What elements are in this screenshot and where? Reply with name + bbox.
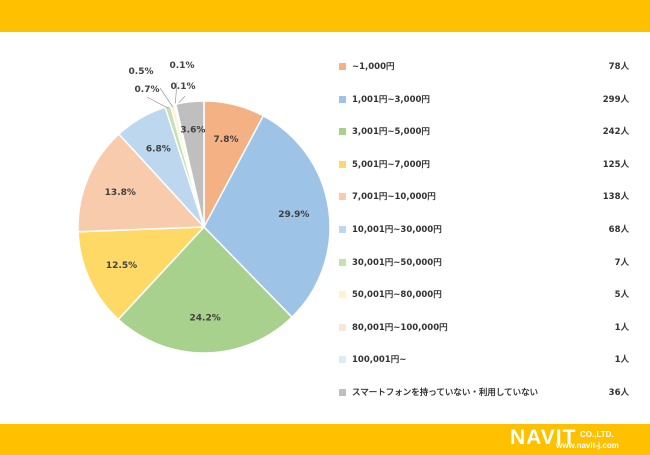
bottom-band [0, 424, 650, 455]
legend-count: 299人 [602, 94, 629, 105]
slice-percent-label: 29.9% [278, 210, 309, 220]
legend-swatch [339, 63, 346, 70]
leader-line [159, 87, 174, 108]
legend-swatch [339, 95, 346, 103]
legend-label: スマートフォンを持っていない・利用していない [352, 387, 539, 398]
slice-percent-label: 24.2% [190, 314, 221, 324]
legend-label: 10,001円~30,000円 [352, 224, 442, 235]
legend-label: 3,001円~5,000円 [352, 127, 430, 138]
legend-item: 50,001円~80,000円 5人 [339, 288, 629, 321]
legend-item: 100,001円~ 1人 [339, 353, 629, 386]
legend-label: ~1,000円 [352, 62, 395, 72]
legend-count: 125人 [602, 159, 629, 170]
pie-slice [203, 114, 330, 319]
slice-percent-label: 13.8% [105, 188, 136, 198]
legend-count: 68人 [608, 224, 629, 235]
legend-label: 7,001円~10,000円 [352, 192, 436, 203]
slice-percent-label: 0.7% [135, 85, 160, 95]
legend-item: 30,001円~50,000円 7人 [339, 256, 629, 289]
slice-percent-label: 0.1% [171, 82, 196, 92]
legend-swatch [339, 258, 346, 266]
legend-item: 7,001円~10,000円 138人 [339, 190, 629, 223]
legend-label: 30,001円~50,000円 [352, 257, 442, 268]
legend-count: 1人 [614, 322, 629, 333]
legend-label: 50,001円~80,000円 [352, 290, 442, 301]
legend-label: 80,001円~100,000円 [352, 322, 448, 333]
slice-percent-label: 6.8% [146, 145, 171, 155]
legend-item: 80,001円~100,000円 1人 [339, 321, 629, 354]
legend-item: ~1,000円 78人 [339, 60, 629, 93]
legend-swatch [339, 323, 346, 331]
legend-swatch [339, 388, 346, 396]
legend-count: 242人 [602, 127, 629, 138]
pie-slice [174, 100, 205, 228]
legend-count: 138人 [602, 192, 629, 203]
legend-label: 5,001円~7,000円 [352, 159, 430, 170]
legend-swatch [339, 160, 346, 168]
navit-logo: NAVIT CO.,LTD. www.navit-j.com [510, 424, 640, 455]
legend-item: スマートフォンを持っていない・利用していない 36人 [339, 386, 629, 419]
legend-swatch [339, 128, 346, 136]
legend-count: 7人 [614, 257, 629, 268]
pie-slice [77, 133, 206, 233]
leader-line [146, 96, 169, 109]
legend-count: 78人 [608, 62, 629, 72]
legend-item: 3,001円~5,000円 242人 [339, 125, 629, 158]
slice-percent-label: 7.8% [214, 135, 239, 145]
legend-item: 10,001円~30,000円 68人 [339, 223, 629, 256]
legend-count: 1人 [614, 355, 629, 366]
legend-label: 1,001円~3,000円 [352, 94, 430, 105]
logo-suffix: CO.,LTD. [580, 430, 614, 439]
legend-swatch [339, 193, 346, 201]
pie-chart: 7.8% 29.9% 24.2% 12.5% 13.8% 6.8% 0.7% 0.5% 0.1%… [77, 61, 330, 354]
legend-swatch [339, 291, 346, 299]
slice-percent-label: 0.5% [129, 67, 154, 77]
legend-item: 1,001円~3,000円 299人 [339, 93, 629, 126]
legend-label: 100,001円~ [352, 355, 407, 366]
slice-percent-label: 12.5% [106, 261, 137, 271]
legend: ~1,000円 78人 1,001円~3,000円 299人 3,001円~5,000円… [339, 60, 629, 419]
slice-percent-label: 3.6% [180, 125, 205, 135]
legend-count: 5人 [614, 290, 629, 301]
logo-name: NAVIT [510, 426, 577, 449]
slice-percent-label: 0.1% [170, 61, 195, 71]
pie-slice [77, 226, 206, 321]
legend-swatch [339, 356, 346, 364]
leader-line [174, 81, 178, 107]
legend-item: 5,001円~7,000円 125人 [339, 158, 629, 191]
legend-count: 36人 [608, 387, 629, 398]
logo-url: www.navit-j.com [556, 441, 619, 450]
pie-slice [117, 225, 294, 354]
legend-swatch [339, 225, 346, 233]
top-band [0, 0, 650, 32]
